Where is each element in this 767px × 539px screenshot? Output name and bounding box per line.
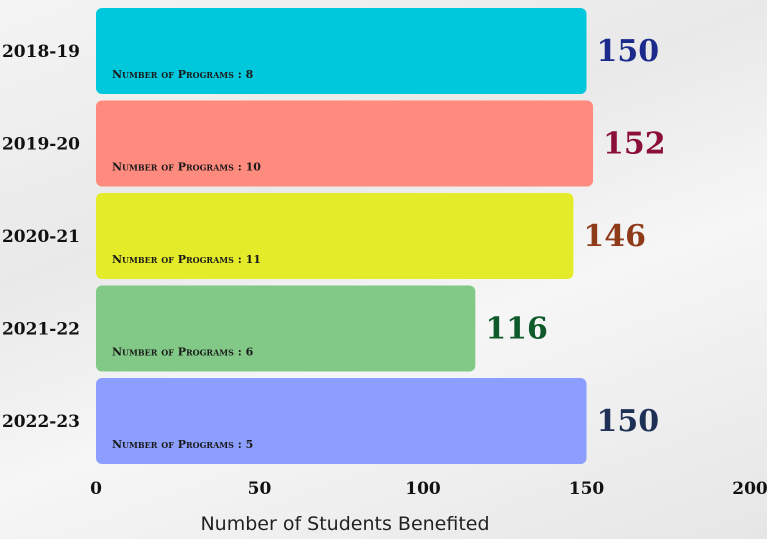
x-tick-label: 100 bbox=[405, 479, 441, 499]
bar-2021-22 bbox=[96, 285, 476, 372]
value-label: 150 bbox=[597, 34, 660, 69]
bars-group: 2018-19 Number of Programs : 8 150 2019-20 N… bbox=[2, 8, 666, 464]
category-label: 2022-23 bbox=[2, 412, 80, 432]
programs-label: Number of Programs : 11 bbox=[112, 253, 261, 266]
bar-2022-23 bbox=[96, 378, 587, 464]
category-label: 2019-20 bbox=[2, 135, 80, 155]
bar-2019-20 bbox=[96, 100, 594, 187]
value-label: 150 bbox=[597, 404, 660, 439]
value-label: 152 bbox=[603, 127, 666, 162]
category-label: 2021-22 bbox=[2, 320, 80, 340]
bar-2018-19 bbox=[96, 8, 587, 94]
programs-label: Number of Programs : 10 bbox=[112, 161, 261, 174]
x-tick-labels: 0 50 100 150 200 bbox=[90, 479, 767, 499]
value-label: 116 bbox=[485, 312, 548, 347]
bar-2020-21 bbox=[96, 193, 574, 279]
x-tick-label: 50 bbox=[248, 479, 272, 499]
x-axis-title: Number of Students Benefited bbox=[200, 513, 489, 535]
x-tick-label: 150 bbox=[569, 479, 605, 499]
programs-label: Number of Programs : 8 bbox=[112, 68, 254, 81]
x-tick-label: 0 bbox=[90, 479, 102, 499]
category-label: 2018-19 bbox=[2, 42, 80, 62]
programs-label: Number of Programs : 6 bbox=[112, 346, 254, 359]
category-label: 2020-21 bbox=[2, 227, 80, 247]
value-label: 146 bbox=[583, 219, 646, 254]
programs-label: Number of Programs : 5 bbox=[112, 438, 253, 451]
x-tick-label: 200 bbox=[732, 479, 767, 499]
